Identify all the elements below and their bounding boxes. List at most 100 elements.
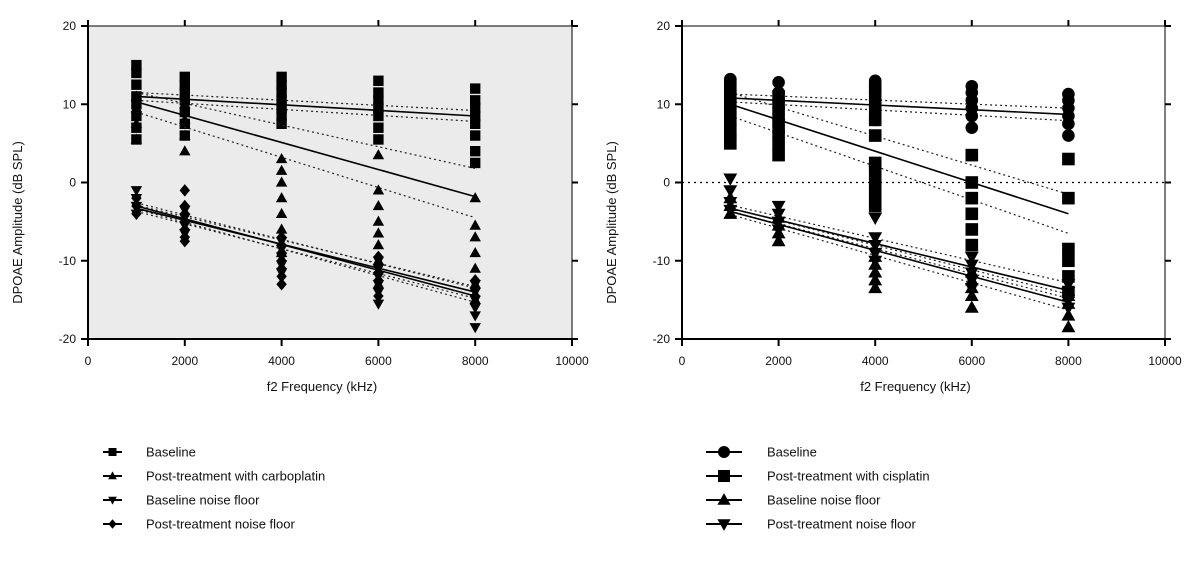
- legend-marker-triangle-up: [717, 493, 731, 505]
- data-point: [1062, 191, 1075, 205]
- regression-line: [730, 207, 1069, 292]
- data-point: [276, 231, 287, 244]
- data-point: [1062, 152, 1075, 166]
- data-point: [131, 191, 142, 205]
- data-point: [771, 224, 786, 237]
- data-point: [964, 275, 979, 288]
- series-baseline: [131, 59, 481, 169]
- series-post-treatment-noise-floor: [131, 184, 481, 311]
- ci-lower-line: [730, 214, 1069, 311]
- legend-label: Baseline: [767, 445, 817, 460]
- legend-item-post-treatment-with-carboplatin: Post-treatment with carboplatin: [103, 469, 325, 484]
- data-point: [275, 192, 288, 203]
- data-point: [868, 187, 882, 201]
- data-point: [470, 95, 481, 106]
- data-point: [275, 223, 288, 234]
- data-point: [276, 71, 287, 83]
- data-point: [179, 145, 191, 156]
- y-tick-label: 10: [657, 97, 671, 111]
- data-point: [470, 83, 481, 94]
- data-point: [275, 176, 288, 187]
- series-post-treatment-with-cisplatin: [724, 78, 1075, 299]
- data-point: [772, 137, 785, 150]
- data-point: [724, 137, 737, 150]
- data-point: [470, 289, 481, 303]
- legend-marker-triangle-up: [108, 471, 117, 480]
- data-point: [868, 265, 883, 278]
- data-point: [131, 67, 142, 79]
- data-point: [965, 191, 979, 205]
- data-point: [1061, 294, 1076, 308]
- data-point: [1062, 254, 1075, 268]
- x-tick-label: 4000: [862, 354, 889, 368]
- ci-upper-line: [730, 93, 1069, 109]
- data-point: [373, 281, 384, 295]
- data-point: [130, 90, 143, 101]
- data-point: [373, 75, 384, 86]
- data-point: [868, 255, 883, 268]
- data-point: [130, 102, 143, 113]
- legend-marker-triangle-down: [717, 519, 731, 531]
- left-chart: 0 2000 4000 6000 8000 10000 -20 -10 0 10 20 f2 Freq…: [10, 19, 589, 532]
- data-point: [470, 118, 481, 130]
- ci-upper-line: [136, 91, 476, 112]
- data-point: [724, 78, 737, 91]
- legend-marker-square: [108, 448, 117, 456]
- legend-label: Baseline: [146, 445, 196, 460]
- data-point: [771, 216, 786, 229]
- x-tick-label: 2000: [765, 354, 792, 368]
- data-point: [372, 239, 385, 250]
- data-point: [469, 323, 481, 334]
- x-axis-title: f2 Frequency (kHz): [860, 379, 971, 394]
- ci-lower-line: [730, 101, 1069, 122]
- regression-line: [730, 103, 1069, 215]
- data-point: [276, 95, 287, 106]
- ci-upper-line: [730, 91, 1069, 195]
- legend: Baseline Post-treatment with cisplatin Bas…: [706, 445, 930, 532]
- legend-item-baseline-noise-floor: Baseline noise floor: [103, 493, 260, 508]
- regression-line: [136, 101, 476, 198]
- data-point: [772, 76, 785, 89]
- data-point: [276, 110, 287, 122]
- data-point: [868, 156, 882, 170]
- data-point: [724, 90, 737, 103]
- data-point: [868, 199, 882, 213]
- data-point: [1062, 87, 1075, 101]
- data-point: [373, 110, 384, 122]
- data-point: [868, 240, 883, 253]
- data-point: [772, 148, 785, 162]
- data-point: [373, 289, 384, 303]
- data-point: [373, 95, 384, 106]
- legend-label: Baseline noise floor: [146, 493, 260, 508]
- data-point: [179, 79, 190, 90]
- legend-label: Post-treatment noise floor: [767, 517, 917, 532]
- data-point: [469, 192, 481, 203]
- data-point: [965, 223, 979, 236]
- right-chart: 0 2000 4000 6000 8000 10000 -20 -10 0 10 20 f2 Freq…: [604, 19, 1182, 532]
- data-point: [469, 311, 481, 322]
- legend-marker-triangle-down: [108, 496, 117, 505]
- data-point: [276, 87, 287, 98]
- y-tick-label: 10: [63, 97, 77, 111]
- legend-item-post-treatment-noise-floor: Post-treatment noise floor: [706, 517, 917, 532]
- legend-label: Baseline noise floor: [767, 493, 881, 508]
- data-point: [470, 157, 481, 169]
- data-point: [373, 134, 384, 145]
- ci-lower-line: [136, 210, 476, 299]
- data-point: [724, 113, 737, 127]
- data-point: [179, 98, 191, 109]
- data-point: [868, 273, 883, 286]
- y-tick-label: 0: [69, 176, 76, 190]
- data-point: [372, 149, 385, 160]
- data-point: [964, 300, 979, 313]
- ci-lower-line: [136, 99, 476, 123]
- legend-item-baseline: Baseline: [103, 445, 196, 460]
- data-point: [276, 254, 287, 267]
- data-point: [179, 207, 190, 221]
- data-point: [130, 186, 143, 197]
- series-post-treatment-noise-floor: [723, 173, 1076, 315]
- legend-label: Post-treatment with carboplatin: [146, 469, 325, 484]
- data-point: [372, 299, 385, 310]
- ci-lower-line: [136, 208, 476, 303]
